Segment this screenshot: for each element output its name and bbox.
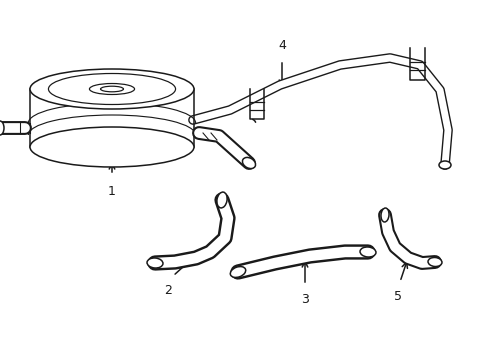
Ellipse shape [242, 157, 255, 168]
Ellipse shape [230, 266, 245, 278]
Ellipse shape [427, 257, 441, 266]
Ellipse shape [147, 258, 163, 268]
Text: 3: 3 [301, 293, 308, 306]
Ellipse shape [89, 84, 134, 95]
Text: 4: 4 [278, 39, 285, 52]
Ellipse shape [438, 161, 450, 169]
Ellipse shape [101, 86, 123, 92]
Ellipse shape [30, 69, 194, 109]
Text: 5: 5 [393, 290, 401, 303]
Ellipse shape [359, 247, 375, 257]
Ellipse shape [380, 208, 388, 222]
Ellipse shape [30, 127, 194, 167]
Ellipse shape [0, 121, 4, 135]
Text: 2: 2 [164, 284, 172, 297]
Text: 1: 1 [108, 185, 116, 198]
Ellipse shape [217, 192, 226, 208]
